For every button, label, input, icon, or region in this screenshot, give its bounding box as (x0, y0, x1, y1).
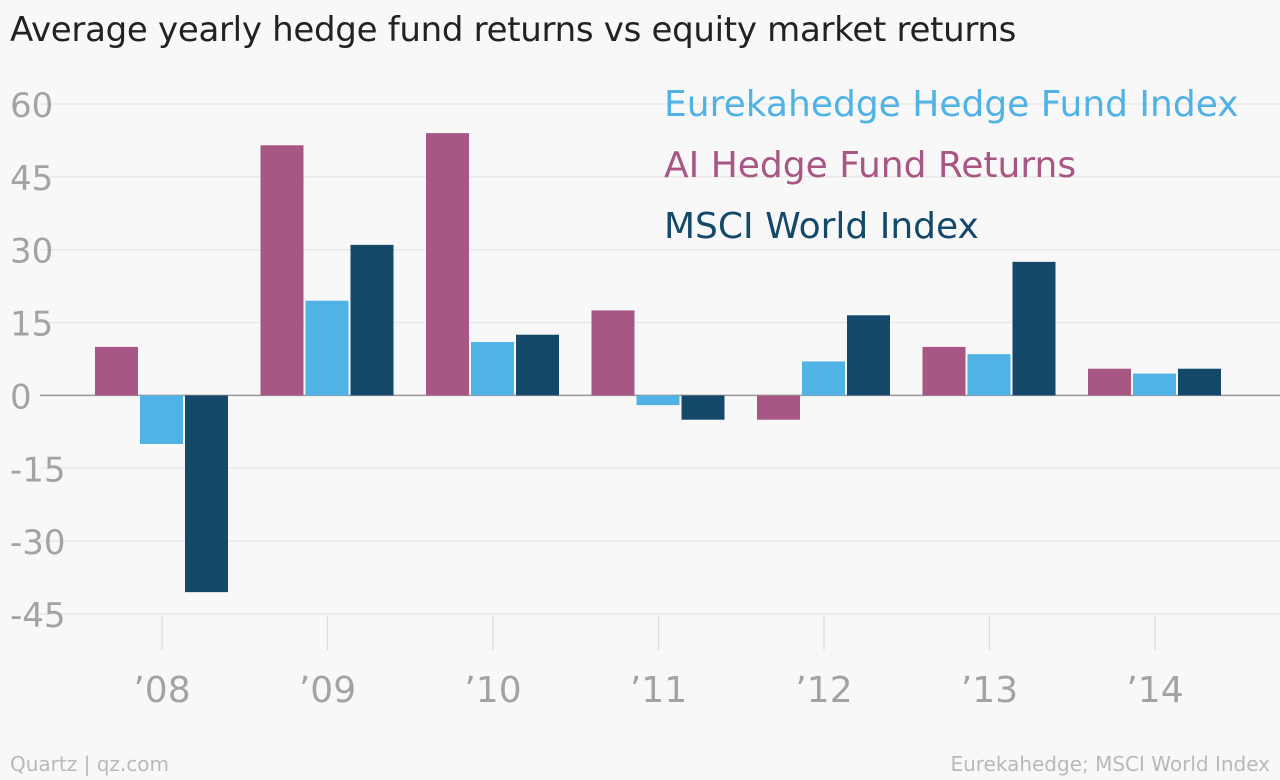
bar-eurekahedge-hedge-fund-index (636, 395, 680, 406)
bar-msci-world-index (1178, 368, 1221, 396)
legend-entry: Eurekahedge Hedge Fund Index (664, 84, 1239, 125)
chart-title: Average yearly hedge fund returns vs equ… (10, 10, 1017, 50)
y-tick-label: -45 (10, 596, 66, 636)
bar-msci-world-index (185, 395, 228, 593)
legend-entry: AI Hedge Fund Returns (664, 145, 1076, 186)
footer-credit: Quartz | qz.com (10, 752, 169, 776)
bar-eurekahedge-hedge-fund-index (140, 395, 183, 444)
bar-eurekahedge-hedge-fund-index (471, 342, 514, 396)
bar-eurekahedge-hedge-fund-index (1133, 373, 1176, 396)
footer-source: Eurekahedge; MSCI World Index (950, 752, 1270, 776)
bar-eurekahedge-hedge-fund-index (967, 354, 1011, 396)
y-tick-label: 30 (10, 232, 53, 272)
bar-ai-hedge-fund-returns (757, 395, 800, 420)
x-tick-label: ’09 (299, 670, 356, 711)
bar-ai-hedge-fund-returns (1088, 368, 1131, 396)
y-tick-label: 15 (10, 305, 53, 345)
bar-eurekahedge-hedge-fund-index (802, 361, 845, 396)
x-tick-label: ’12 (795, 670, 852, 711)
bar-eurekahedge-hedge-fund-index (305, 300, 349, 396)
y-tick-label: -15 (10, 450, 66, 490)
bar-msci-world-index (681, 395, 725, 420)
y-tick-label: -30 (10, 523, 66, 563)
x-tick-label: ’10 (464, 670, 521, 711)
bar-ai-hedge-fund-returns (922, 346, 966, 396)
bar-msci-world-index (516, 334, 559, 396)
bar-msci-world-index (847, 315, 890, 396)
bar-ai-hedge-fund-returns (260, 145, 304, 396)
x-tick-label: ’13 (961, 670, 1018, 711)
bar-ai-hedge-fund-returns (95, 346, 138, 396)
y-tick-label: 60 (10, 86, 53, 126)
legend-entry: MSCI World Index (664, 206, 979, 247)
y-tick-label: 0 (10, 377, 32, 417)
bar-msci-world-index (350, 244, 394, 396)
y-tick-label: 45 (10, 159, 53, 199)
bar-ai-hedge-fund-returns (426, 133, 469, 396)
x-tick-label: ’08 (133, 670, 190, 711)
bar-msci-world-index (1012, 261, 1056, 396)
x-tick-label: ’14 (1126, 670, 1183, 711)
x-tick-label: ’11 (630, 670, 687, 711)
bar-ai-hedge-fund-returns (591, 310, 635, 396)
